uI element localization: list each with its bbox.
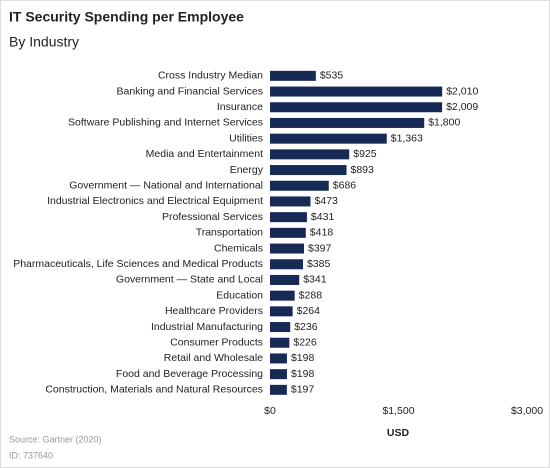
- value-label: $198: [291, 368, 315, 380]
- x-tick-label: $1,500: [382, 405, 414, 417]
- y-tick-label: Transportation: [196, 227, 263, 239]
- bar: [270, 227, 306, 238]
- value-label: $431: [311, 211, 335, 223]
- chart-title: IT Security Spending per Employee: [9, 9, 244, 25]
- y-tick-label: Industrial Electronics and Electrical Eq…: [47, 195, 263, 207]
- bar: [270, 196, 311, 207]
- value-label: $535: [320, 70, 344, 82]
- source: Source: Gartner (2020): [9, 434, 102, 444]
- y-tick-label: Utilities: [229, 132, 263, 144]
- bar: [270, 290, 295, 301]
- y-tick-label: Media and Entertainment: [146, 148, 263, 160]
- y-tick-label: Pharmaceuticals, Life Sciences and Medic…: [13, 258, 263, 270]
- value-label: $197: [291, 384, 315, 396]
- bar: [270, 337, 290, 348]
- bar: [270, 384, 287, 395]
- value-label: $385: [307, 258, 331, 270]
- y-tick-label: Government — State and Local: [116, 274, 263, 286]
- value-label: $1,800: [428, 117, 460, 129]
- bar: [270, 133, 387, 144]
- bar: [270, 117, 425, 128]
- y-tick-label: Software Publishing and Internet Service…: [68, 117, 263, 129]
- value-label: $198: [291, 352, 315, 364]
- value-label: $2,010: [446, 85, 478, 97]
- value-label: $226: [293, 337, 317, 349]
- x-tick-label: $0: [264, 405, 276, 417]
- value-label: $288: [299, 289, 323, 301]
- bar: [270, 306, 293, 317]
- chart-id: ID: 737640: [9, 450, 53, 460]
- value-label: $2,009: [446, 101, 478, 113]
- bar: [270, 353, 287, 364]
- bar: [270, 243, 305, 254]
- y-tick-label: Insurance: [217, 101, 263, 113]
- bar: [270, 212, 307, 223]
- y-tick-label: Chemicals: [214, 242, 263, 254]
- value-label: $397: [308, 242, 332, 254]
- bar: [270, 322, 291, 333]
- chart-subtitle: By Industry: [9, 34, 79, 50]
- value-label: $686: [333, 180, 357, 192]
- bar: [270, 149, 350, 160]
- bar: [270, 86, 443, 97]
- bar: [270, 259, 303, 270]
- value-label: $925: [353, 148, 377, 160]
- y-tick-label: Energy: [230, 164, 264, 176]
- bar: [270, 369, 287, 380]
- y-tick-label: Construction, Materials and Natural Reso…: [45, 384, 263, 396]
- y-tick-label: Cross Industry Median: [158, 70, 263, 82]
- x-axis-label: USD: [387, 427, 410, 439]
- y-tick-label: Healthcare Providers: [165, 305, 263, 317]
- bar: [270, 102, 443, 113]
- value-label: $418: [310, 227, 334, 239]
- bar: [270, 70, 316, 81]
- bar: [270, 165, 347, 176]
- y-tick-label: Food and Beverage Processing: [116, 368, 263, 380]
- value-label: $264: [297, 305, 321, 317]
- value-label: $236: [294, 321, 318, 333]
- value-label: $341: [303, 274, 327, 286]
- y-tick-label: Professional Services: [162, 211, 263, 223]
- x-tick-label: $3,000: [511, 405, 543, 417]
- value-label: $1,363: [391, 132, 423, 144]
- y-tick-label: Industrial Manufacturing: [151, 321, 263, 333]
- y-tick-label: Banking and Financial Services: [117, 85, 264, 97]
- bar: [270, 180, 329, 191]
- y-tick-label: Education: [216, 289, 263, 301]
- y-tick-label: Retail and Wholesale: [164, 352, 263, 364]
- y-tick-label: Government — National and International: [69, 180, 263, 192]
- bar: [270, 274, 300, 285]
- value-label: $473: [315, 195, 339, 207]
- value-label: $893: [351, 164, 375, 176]
- y-tick-label: Consumer Products: [170, 337, 263, 349]
